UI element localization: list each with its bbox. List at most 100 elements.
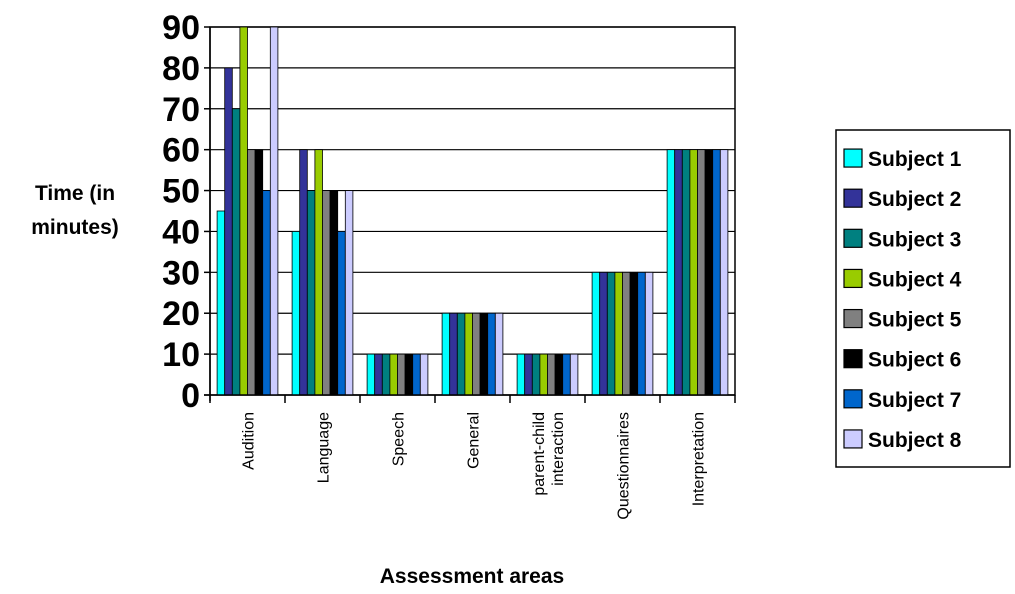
legend-label-subject-3: Subject 3 — [868, 228, 961, 251]
y-tick-label: 80 — [162, 50, 200, 88]
bar-subject-1-cat-3 — [441, 312, 451, 396]
bar-subject-5-cat-4 — [547, 353, 556, 396]
bar-subject-6-cat-6 — [704, 149, 714, 396]
legend-swatch-subject-7 — [843, 389, 863, 409]
legend-label-subject-2: Subject 2 — [868, 188, 961, 211]
bar-subject-8-cat-3 — [494, 312, 504, 396]
y-tick-label: 60 — [162, 132, 200, 170]
y-axis-title-line: Time (in — [35, 182, 115, 205]
bar-subject-6-cat-0 — [254, 149, 264, 396]
legend-swatch-subject-1 — [843, 148, 863, 168]
bar-subject-7-cat-5 — [637, 271, 646, 396]
bar-subject-1-cat-2 — [366, 353, 376, 396]
bar-subject-3-cat-0 — [231, 108, 241, 396]
bar-subject-1-cat-1 — [291, 231, 301, 396]
bar-subject-4-cat-2 — [389, 353, 398, 396]
legend-swatch-subject-3 — [843, 228, 863, 248]
bar-subject-1-cat-6 — [666, 149, 676, 396]
legend-label-subject-7: Subject 7 — [868, 389, 961, 412]
bar-subject-6-cat-1 — [329, 190, 339, 396]
x-category-label: Audition — [241, 412, 258, 470]
legend-swatch-subject-4 — [843, 268, 863, 289]
x-category-label: Speech — [391, 412, 408, 466]
bar-subject-2-cat-3 — [449, 312, 458, 396]
bar-subject-8-cat-2 — [419, 353, 429, 396]
legend-swatch-subject-2 — [843, 188, 863, 208]
bars — [216, 26, 729, 396]
bar-subject-1-cat-5 — [591, 271, 601, 396]
y-tick-label: 50 — [162, 173, 200, 211]
bar-subject-4-cat-6 — [689, 149, 698, 396]
bar-subject-8-cat-1 — [344, 190, 354, 396]
y-tick-label: 0 — [181, 377, 200, 415]
bar-subject-5-cat-0 — [247, 149, 256, 396]
y-tick-label: 40 — [162, 213, 200, 251]
bar-subject-4-cat-1 — [314, 149, 323, 396]
bar-subject-8-cat-0 — [269, 26, 279, 396]
y-tick-label: 70 — [162, 91, 200, 129]
bar-subject-2-cat-6 — [674, 149, 683, 396]
bar-subject-7-cat-1 — [337, 231, 346, 396]
bar-subject-3-cat-6 — [681, 149, 691, 396]
bar-subject-3-cat-5 — [606, 271, 616, 396]
bar-subject-2-cat-1 — [299, 149, 308, 396]
legend-swatch-subject-5 — [843, 308, 863, 329]
y-axis-title-line: minutes) — [31, 216, 119, 239]
legend-label-subject-5: Subject 5 — [868, 309, 962, 332]
bar-subject-4-cat-5 — [614, 271, 623, 396]
x-category-label: interaction — [550, 412, 567, 486]
legend-label-subject-4: Subject 4 — [868, 268, 962, 291]
bar-subject-7-cat-3 — [487, 312, 496, 396]
bar-subject-8-cat-6 — [719, 149, 729, 396]
bar-subject-3-cat-1 — [306, 190, 316, 396]
bar-subject-1-cat-0 — [216, 210, 226, 396]
axes — [204, 26, 736, 403]
legend-swatch-subject-6 — [843, 349, 863, 369]
x-category-label: Language — [316, 412, 333, 483]
bar-subject-3-cat-3 — [456, 312, 466, 396]
x-category-label: Questionnaires — [616, 412, 633, 520]
bar-subject-4-cat-4 — [539, 353, 548, 396]
bar-subject-7-cat-0 — [262, 190, 271, 396]
bar-subject-6-cat-4 — [554, 353, 564, 396]
bar-subject-2-cat-0 — [224, 67, 233, 396]
bar-subject-2-cat-4 — [524, 353, 533, 396]
bar-subject-2-cat-2 — [374, 353, 383, 396]
bar-subject-5-cat-6 — [697, 149, 706, 396]
x-axis-title: Assessment areas — [380, 565, 564, 588]
legend-label-subject-8: Subject 8 — [868, 429, 962, 452]
bar-subject-7-cat-2 — [412, 353, 421, 396]
legend-swatch-subject-8 — [843, 429, 863, 449]
y-tick-label: 20 — [162, 295, 200, 333]
bar-subject-6-cat-2 — [404, 353, 414, 396]
y-axis-title: Time (in minutes) — [31, 182, 119, 239]
y-tick-label: 90 — [162, 9, 200, 47]
x-category-label: parent-child — [531, 412, 548, 496]
y-tick-label: 10 — [162, 336, 200, 374]
legend-label-subject-1: Subject 1 — [868, 148, 962, 171]
bar-subject-4-cat-3 — [464, 312, 473, 396]
bar-subject-8-cat-5 — [644, 271, 654, 396]
x-category-label: Interpretation — [691, 412, 708, 506]
legend: Subject 1 Subject 2 Subject 3 Subject 4 Subj… — [835, 129, 1011, 468]
bar-subject-5-cat-1 — [322, 190, 331, 396]
bar-subject-4-cat-0 — [239, 26, 248, 396]
bar-subject-5-cat-5 — [622, 271, 631, 396]
y-tick-label: 30 — [162, 254, 200, 292]
bar-subject-1-cat-4 — [516, 353, 526, 396]
legend-label-subject-6: Subject 6 — [868, 349, 961, 372]
bar-subject-6-cat-3 — [479, 312, 489, 396]
bar-subject-5-cat-2 — [397, 353, 406, 396]
bar-subject-6-cat-5 — [629, 271, 639, 396]
x-category-label: General — [466, 412, 483, 469]
bar-subject-2-cat-5 — [599, 271, 608, 396]
bar-subject-3-cat-2 — [381, 353, 391, 396]
legend-box — [835, 129, 1011, 468]
bar-subject-5-cat-3 — [472, 312, 481, 396]
bar-subject-7-cat-4 — [562, 353, 571, 396]
bar-subject-7-cat-6 — [712, 149, 721, 396]
bar-subject-3-cat-4 — [531, 353, 541, 396]
bar-subject-8-cat-4 — [569, 353, 579, 396]
